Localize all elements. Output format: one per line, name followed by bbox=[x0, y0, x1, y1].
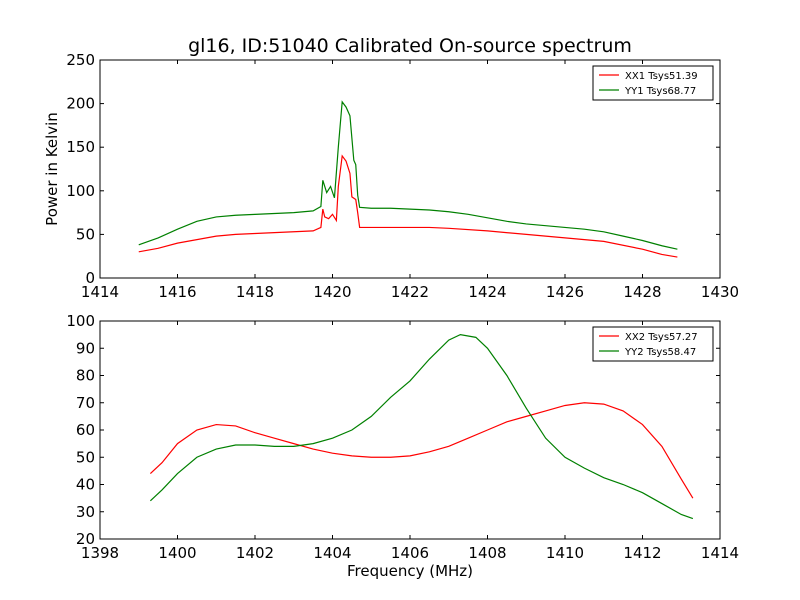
x-tick-label: 1426 bbox=[546, 283, 584, 301]
x-tick-label: 1430 bbox=[701, 283, 739, 301]
series-line-2-2 bbox=[149, 334, 694, 520]
y-tick-label: 20 bbox=[76, 530, 95, 548]
series-line-1-2 bbox=[138, 100, 678, 250]
y-tick-label: 90 bbox=[76, 339, 95, 357]
y-tick-label: 80 bbox=[76, 367, 95, 385]
legend-entry: YY2 Tsys58.47 bbox=[624, 347, 696, 358]
y-tick-label: 30 bbox=[76, 503, 95, 521]
x-tick-label: 1420 bbox=[313, 283, 351, 301]
series-line-2-1 bbox=[149, 402, 694, 499]
x-tick-label: 1418 bbox=[236, 283, 274, 301]
legend: XX1 Tsys51.39 YY1 Tsys68.77 bbox=[592, 65, 714, 101]
chart-panel-2: 1398 1400 1402 1404 1406 1408 1410 1412 1414 20 30… bbox=[66, 312, 739, 580]
x-axis-label: Frequency (MHz) bbox=[347, 562, 473, 580]
y-tick-label: 70 bbox=[76, 394, 95, 412]
y-tick-label: 0 bbox=[85, 269, 95, 287]
legend-box bbox=[592, 65, 714, 101]
legend-entry: XX2 Tsys57.27 bbox=[625, 332, 698, 343]
legend-box bbox=[592, 326, 714, 362]
chart-title: gl16, ID:51040 Calibrated On-source spec… bbox=[188, 35, 632, 57]
x-tick-label: 1402 bbox=[236, 544, 274, 562]
y-tick-label: 40 bbox=[76, 476, 95, 494]
x-tick-label: 1424 bbox=[468, 283, 506, 301]
x-tick-label: 1410 bbox=[546, 544, 584, 562]
y-tick-label: 200 bbox=[66, 95, 95, 113]
legend-entry: XX1 Tsys51.39 bbox=[625, 71, 698, 82]
y-tick-label: 150 bbox=[66, 138, 95, 156]
legend: XX2 Tsys57.27 YY2 Tsys58.47 bbox=[592, 326, 714, 362]
x-tick-label: 1428 bbox=[623, 283, 661, 301]
x-tick-label: 1414 bbox=[81, 283, 119, 301]
x-tick-label: 1408 bbox=[468, 544, 506, 562]
y-tick-label: 50 bbox=[76, 448, 95, 466]
y-tick-label: 50 bbox=[76, 225, 95, 243]
y-axis-label: Power in Kelvin bbox=[43, 112, 61, 226]
x-tick-label: 1406 bbox=[391, 544, 429, 562]
x-tick-label: 1416 bbox=[158, 283, 196, 301]
legend-entry: YY1 Tsys68.77 bbox=[624, 86, 696, 97]
y-tick-label: 100 bbox=[66, 312, 95, 330]
y-tick-label: 60 bbox=[76, 421, 95, 439]
series-line-1-1 bbox=[138, 154, 678, 258]
y-tick-label: 250 bbox=[66, 51, 95, 69]
x-tick-label: 1400 bbox=[158, 544, 196, 562]
chart-panel-1: 1414 1416 1418 1420 1422 1424 1426 1428 1430 0 50 1… bbox=[43, 35, 739, 301]
x-tick-label: 1398 bbox=[81, 544, 119, 562]
y-tick-label: 100 bbox=[66, 182, 95, 200]
x-tick-label: 1404 bbox=[313, 544, 351, 562]
x-tick-label: 1422 bbox=[391, 283, 429, 301]
x-tick-label: 1414 bbox=[701, 544, 739, 562]
x-tick-label: 1412 bbox=[623, 544, 661, 562]
